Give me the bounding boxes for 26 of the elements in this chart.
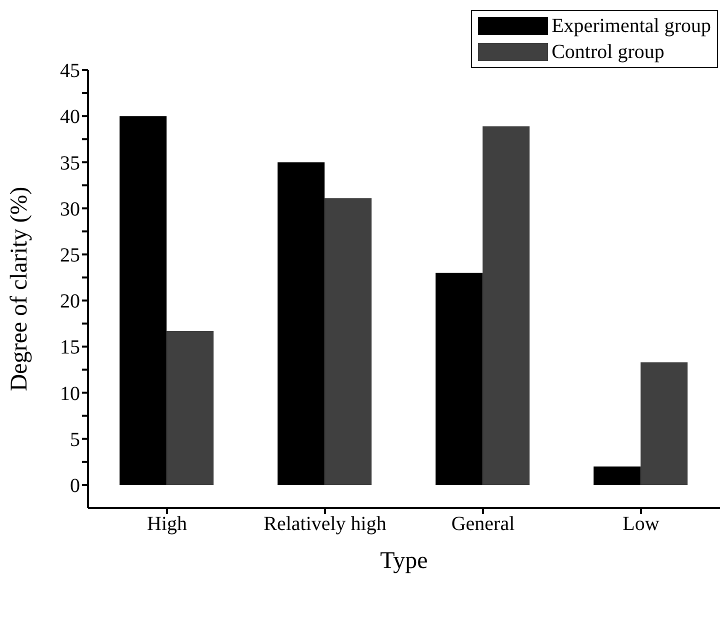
x-tick-label: General [451, 513, 516, 536]
bar [594, 466, 641, 485]
x-tick-label: Relatively high [264, 513, 386, 536]
bar [120, 116, 167, 485]
bar [324, 198, 372, 485]
y-tick-label: 40 [60, 106, 80, 128]
bar [436, 272, 483, 485]
y-tick-label: 45 [60, 60, 80, 82]
y-tick-label: 5 [70, 428, 80, 451]
bar [278, 162, 325, 485]
y-tick-label: 30 [60, 198, 80, 220]
bar [166, 330, 214, 485]
y-tick-label: 0 [70, 475, 80, 498]
y-tick-label: 25 [60, 244, 80, 267]
x-axis-title: Type [380, 548, 428, 574]
y-axis-title: Degree of clarity (%) [6, 186, 33, 392]
y-tick-label: 20 [60, 290, 80, 313]
y-tick-label: 15 [60, 336, 80, 359]
bar [640, 362, 688, 485]
y-tick-label: 35 [60, 152, 80, 174]
legend-label: Experimental group [552, 14, 711, 39]
y-tick-label: 10 [60, 382, 80, 405]
x-tick-label: High [147, 513, 187, 536]
legend-label: Control group [552, 40, 664, 65]
x-tick-label: Low [622, 513, 660, 536]
bar [482, 126, 530, 485]
